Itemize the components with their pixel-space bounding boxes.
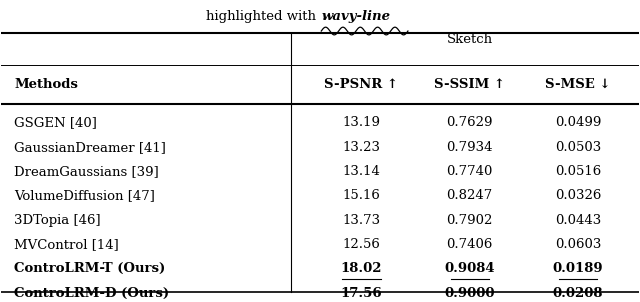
Text: highlighted with: highlighted with (205, 10, 320, 23)
Text: 13.19: 13.19 (342, 117, 380, 130)
Text: 0.8247: 0.8247 (447, 189, 493, 202)
Text: 0.7934: 0.7934 (447, 141, 493, 154)
Text: .: . (321, 10, 326, 23)
Text: 0.0443: 0.0443 (555, 214, 601, 227)
Text: 0.0208: 0.0208 (553, 287, 604, 300)
Text: 13.73: 13.73 (342, 214, 381, 227)
Text: S-MSE ↓: S-MSE ↓ (545, 78, 611, 91)
Text: 0.7629: 0.7629 (447, 117, 493, 130)
Text: 0.0326: 0.0326 (555, 189, 601, 202)
Text: GaussianDreamer [41]: GaussianDreamer [41] (14, 141, 166, 154)
Text: 18.02: 18.02 (340, 262, 382, 275)
Text: 0.7902: 0.7902 (447, 214, 493, 227)
Text: S-SSIM ↑: S-SSIM ↑ (435, 78, 505, 91)
Text: 15.16: 15.16 (342, 189, 380, 202)
Text: 13.23: 13.23 (342, 141, 380, 154)
Text: 0.9000: 0.9000 (445, 287, 495, 300)
Text: S-PSNR ↑: S-PSNR ↑ (324, 78, 399, 91)
Text: Sketch: Sketch (447, 34, 493, 47)
Text: 12.56: 12.56 (342, 238, 380, 251)
Text: 0.0516: 0.0516 (555, 165, 601, 178)
Text: 0.0503: 0.0503 (555, 141, 601, 154)
Text: ControLRM-T (Ours): ControLRM-T (Ours) (14, 262, 165, 275)
Text: 13.14: 13.14 (342, 165, 380, 178)
Text: 0.7406: 0.7406 (447, 238, 493, 251)
Text: ControLRM-D (Ours): ControLRM-D (Ours) (14, 287, 169, 300)
Text: 0.0499: 0.0499 (555, 117, 601, 130)
Text: MVControl [14]: MVControl [14] (14, 238, 119, 251)
Text: Methods: Methods (14, 78, 78, 91)
Text: 3DTopia [46]: 3DTopia [46] (14, 214, 100, 227)
Text: 0.7740: 0.7740 (447, 165, 493, 178)
Text: VolumeDiffusion [47]: VolumeDiffusion [47] (14, 189, 155, 202)
Text: GSGEN [40]: GSGEN [40] (14, 117, 97, 130)
Text: DreamGaussians [39]: DreamGaussians [39] (14, 165, 159, 178)
Text: wavy-line: wavy-line (321, 10, 390, 23)
Text: 0.9084: 0.9084 (444, 262, 495, 275)
Text: 17.56: 17.56 (340, 287, 382, 300)
Text: 0.0189: 0.0189 (553, 262, 604, 275)
Text: 0.0603: 0.0603 (555, 238, 601, 251)
